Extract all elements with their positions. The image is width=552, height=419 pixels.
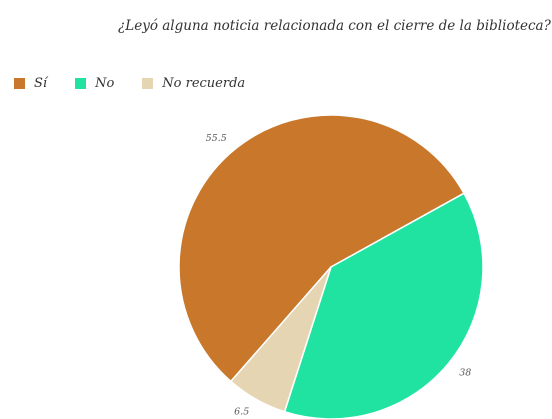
pie-slice-si	[178, 114, 465, 383]
data-label-no-recuerda: 6.5	[234, 406, 249, 417]
legend: Sí No No recuerda	[14, 76, 273, 91]
legend-swatch-no	[75, 78, 87, 89]
legend-item-no-recuerda: No recuerda	[142, 76, 245, 91]
legend-label-no: No	[95, 76, 115, 91]
data-label-no: 38	[459, 367, 471, 378]
legend-label-si: Sí	[34, 76, 48, 91]
legend-swatch-no-recuerda	[142, 78, 154, 89]
pie-slice-no-recuerda	[229, 266, 332, 413]
data-label-si: 55.5	[206, 133, 227, 144]
legend-item-no: No	[75, 76, 114, 91]
chart-title: ¿Leyó alguna noticia relacionada con el …	[118, 18, 551, 34]
legend-item-si: Sí	[14, 76, 47, 91]
legend-swatch-si	[14, 78, 25, 89]
legend-label-no-recuerda: No recuerda	[162, 76, 246, 91]
